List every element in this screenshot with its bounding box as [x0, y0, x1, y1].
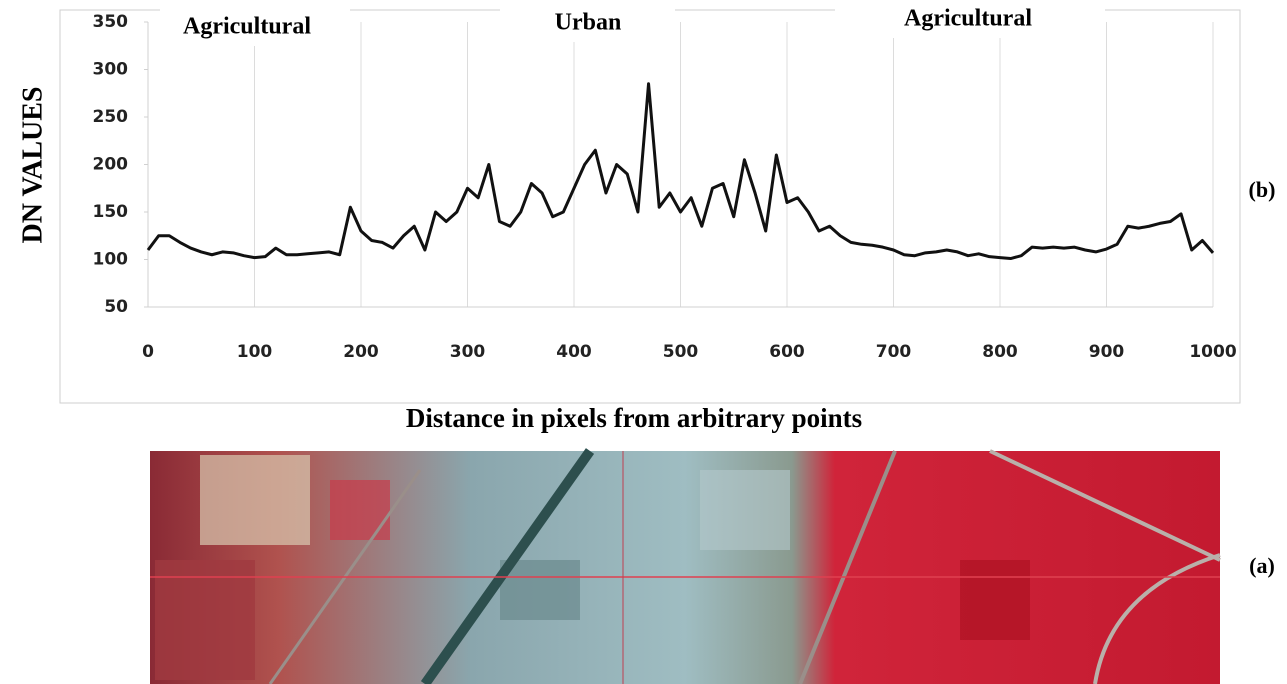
- field-patch: [330, 480, 390, 540]
- x-tick-label: 100: [237, 342, 273, 362]
- x-tick-label: 400: [556, 342, 592, 362]
- y-tick-label: 150: [93, 202, 129, 222]
- plot-area: 0 100 200 300 400 500 600 700 800 900 1000 50 100 150…: [93, 12, 1237, 362]
- x-tick-label: 1000: [1189, 342, 1236, 362]
- y-tick-label: 350: [93, 12, 129, 32]
- x-tick-label: 500: [663, 342, 699, 362]
- x-tick-label: 0: [142, 342, 154, 362]
- urban-patch: [500, 560, 580, 620]
- road: [1093, 553, 1221, 684]
- x-tick-label: 200: [343, 342, 379, 362]
- urban-patch: [700, 470, 790, 550]
- satellite-image: [150, 448, 1221, 684]
- annotation-box: [500, 8, 675, 42]
- annotation-box: [835, 4, 1105, 38]
- panel-label: (a): [1249, 553, 1275, 578]
- field-patch: [200, 455, 310, 545]
- annotation: Agricultural: [904, 6, 1032, 32]
- annotation-box: [160, 8, 350, 46]
- road: [420, 448, 595, 684]
- x-tick-label: 600: [769, 342, 805, 362]
- field-patch: [155, 560, 255, 680]
- y-tick-label: 250: [93, 107, 129, 127]
- x-tick-label: 800: [982, 342, 1018, 362]
- y-tick-label: 50: [104, 297, 128, 317]
- field-patch: [960, 560, 1030, 640]
- annotation: Agricultural: [183, 14, 311, 40]
- y-tick-label: 300: [93, 60, 129, 80]
- x-tick-label: 900: [1089, 342, 1125, 362]
- panel-label: (b): [1249, 177, 1276, 202]
- y-tick-label: 100: [93, 250, 129, 270]
- y-tick-label: 200: [93, 155, 129, 175]
- x-axis-label: Distance in pixels from arbitrary points: [406, 403, 862, 433]
- data-line: [146, 82, 1215, 261]
- y-axis-label: DN VALUES: [17, 87, 48, 244]
- image-base: [150, 451, 1220, 684]
- road: [798, 450, 897, 684]
- x-tick-label: 300: [450, 342, 486, 362]
- road: [989, 449, 1221, 562]
- annotation: Urban: [555, 10, 622, 36]
- x-tick-label: 700: [876, 342, 912, 362]
